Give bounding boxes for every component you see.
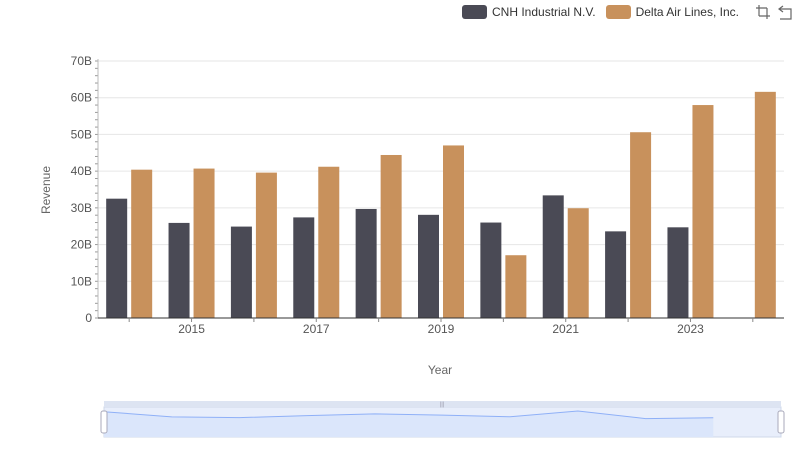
x-tick-label: 2023 xyxy=(677,322,704,336)
y-tick-label: 10B xyxy=(71,274,92,288)
bar-cnh xyxy=(230,226,252,318)
legend-item-delta[interactable]: Delta Air Lines, Inc. xyxy=(605,5,739,19)
x-tick-label: 2017 xyxy=(303,322,330,336)
bar-delta xyxy=(692,105,714,318)
bar-cnh xyxy=(605,231,627,318)
zoom-top-bar xyxy=(104,401,781,407)
bar-cnh xyxy=(355,208,377,318)
legend-item-cnh[interactable]: CNH Industrial N.V. xyxy=(462,5,596,19)
bar-delta xyxy=(131,169,153,318)
legend-swatch-delta xyxy=(605,5,631,19)
bar-delta xyxy=(754,91,776,318)
bar-delta xyxy=(318,166,340,318)
x-axis-title: Year xyxy=(428,363,452,377)
bar-delta xyxy=(443,145,464,318)
bar-delta xyxy=(505,255,527,318)
zoom-handle-right[interactable] xyxy=(777,410,785,434)
bar-delta xyxy=(380,154,402,318)
bar-delta xyxy=(255,172,277,318)
bar-cnh xyxy=(418,214,439,318)
bar-cnh xyxy=(542,195,564,318)
bar-cnh xyxy=(293,217,315,318)
y-tick-label: 0 xyxy=(85,311,92,325)
bar-delta xyxy=(630,132,652,318)
y-tick-label: 50B xyxy=(71,127,92,141)
bar-cnh xyxy=(106,198,128,318)
legend-label-cnh: CNH Industrial N.V. xyxy=(492,5,596,19)
zoom-grip[interactable]: ||| xyxy=(440,402,445,408)
x-tick-label: 2019 xyxy=(428,322,455,336)
y-tick-label: 70B xyxy=(71,54,92,68)
legend: CNH Industrial N.V. Delta Air Lines, Inc… xyxy=(462,4,793,20)
y-tick-label: 60B xyxy=(71,91,92,105)
y-axis-title: Revenue xyxy=(39,166,53,214)
bar-cnh xyxy=(667,227,689,318)
x-tick-label: 2021 xyxy=(552,322,579,336)
legend-swatch-cnh xyxy=(462,5,487,19)
y-tick-label: 20B xyxy=(71,238,92,252)
bar-delta xyxy=(567,208,589,318)
bar-cnh xyxy=(480,222,502,318)
zoom-line xyxy=(103,410,714,420)
restore-icon[interactable] xyxy=(777,4,793,20)
bar-cnh xyxy=(168,222,190,318)
bar-delta xyxy=(193,168,215,318)
y-tick-label: 30B xyxy=(71,201,92,215)
y-tick-label: 40B xyxy=(71,164,92,178)
legend-label-delta: Delta Air Lines, Inc. xyxy=(635,5,739,19)
zoom-handle-left[interactable] xyxy=(100,410,108,434)
x-tick-label: 2015 xyxy=(178,322,205,336)
zoom-icon[interactable] xyxy=(755,4,771,20)
